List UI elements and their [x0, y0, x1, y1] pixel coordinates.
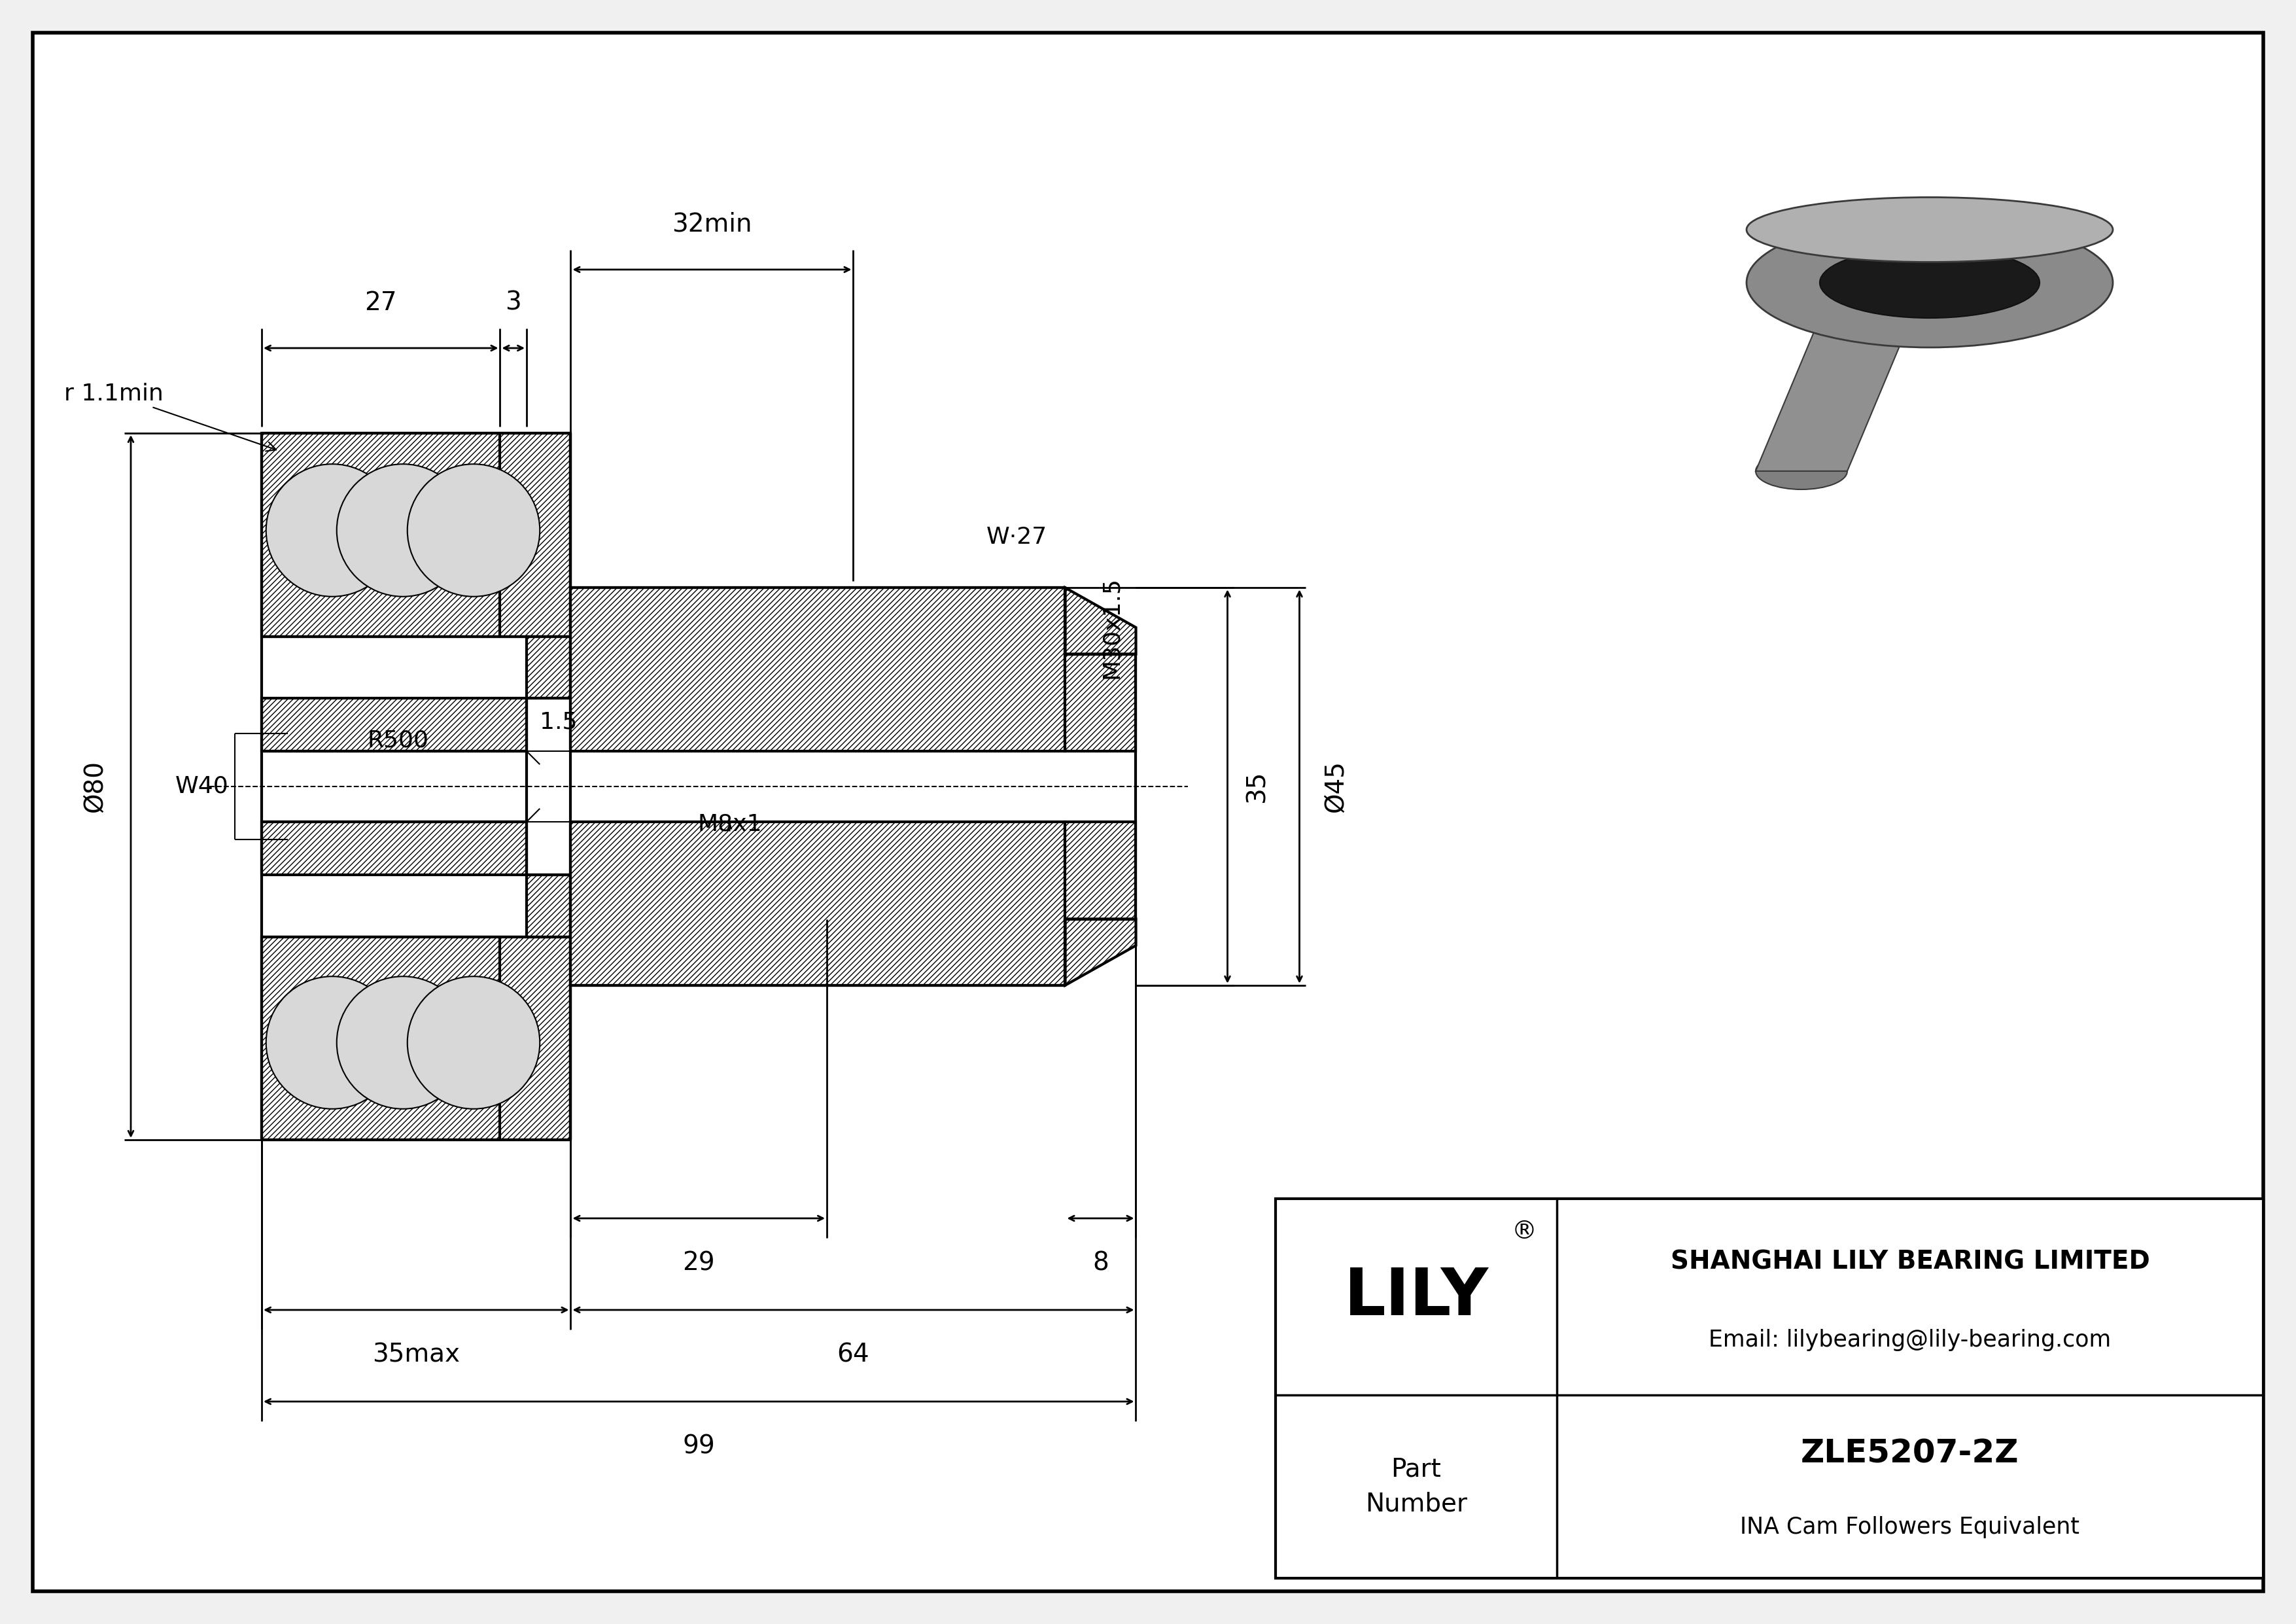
Text: ZLE5207-2Z: ZLE5207-2Z — [1800, 1437, 2018, 1470]
Text: 64: 64 — [838, 1343, 870, 1367]
Ellipse shape — [1747, 197, 2112, 261]
Text: 29: 29 — [682, 1250, 714, 1276]
Text: LILY: LILY — [1343, 1265, 1488, 1328]
Circle shape — [338, 464, 468, 596]
Circle shape — [266, 976, 400, 1109]
Polygon shape — [1065, 588, 1137, 654]
Text: Ø45: Ø45 — [1322, 760, 1348, 812]
Text: 35: 35 — [1244, 770, 1270, 802]
Text: 32min: 32min — [673, 213, 753, 237]
Text: 1.5: 1.5 — [540, 711, 576, 734]
Text: 8: 8 — [1093, 1250, 1109, 1276]
Polygon shape — [1065, 822, 1137, 919]
Ellipse shape — [1821, 247, 2039, 318]
Text: 99: 99 — [682, 1434, 714, 1458]
Text: Email: lilybearing@lily-bearing.com: Email: lilybearing@lily-bearing.com — [1708, 1328, 2112, 1351]
Text: R500: R500 — [367, 729, 429, 752]
Polygon shape — [1065, 919, 1137, 986]
Text: W40: W40 — [174, 775, 230, 797]
Circle shape — [266, 464, 400, 596]
Polygon shape — [572, 822, 1065, 986]
Polygon shape — [262, 822, 526, 875]
Text: SHANGHAI LILY BEARING LIMITED: SHANGHAI LILY BEARING LIMITED — [1671, 1249, 2149, 1273]
Polygon shape — [526, 637, 572, 698]
Polygon shape — [262, 434, 572, 637]
Text: Part
Number: Part Number — [1366, 1457, 1467, 1517]
Bar — [1277, 1199, 2264, 1579]
Polygon shape — [1065, 654, 1137, 752]
Ellipse shape — [1747, 218, 2112, 348]
Text: Ø80: Ø80 — [83, 760, 108, 812]
Text: M8x1: M8x1 — [698, 814, 762, 835]
Polygon shape — [262, 937, 572, 1140]
Text: W·27: W·27 — [987, 526, 1047, 549]
Polygon shape — [262, 698, 526, 752]
Text: INA Cam Followers Equivalent: INA Cam Followers Equivalent — [1740, 1515, 2080, 1538]
Circle shape — [406, 976, 540, 1109]
Ellipse shape — [1756, 453, 1848, 489]
Circle shape — [406, 464, 540, 596]
Polygon shape — [526, 875, 572, 937]
Text: M30x1.5: M30x1.5 — [1100, 577, 1123, 679]
Polygon shape — [1756, 318, 1910, 471]
Text: 27: 27 — [365, 291, 397, 315]
Circle shape — [338, 976, 468, 1109]
Text: r 1.1min: r 1.1min — [64, 383, 276, 451]
Polygon shape — [572, 588, 1065, 752]
Text: ®: ® — [1511, 1220, 1536, 1244]
Text: 35max: 35max — [372, 1343, 459, 1367]
Text: 3: 3 — [505, 291, 521, 315]
